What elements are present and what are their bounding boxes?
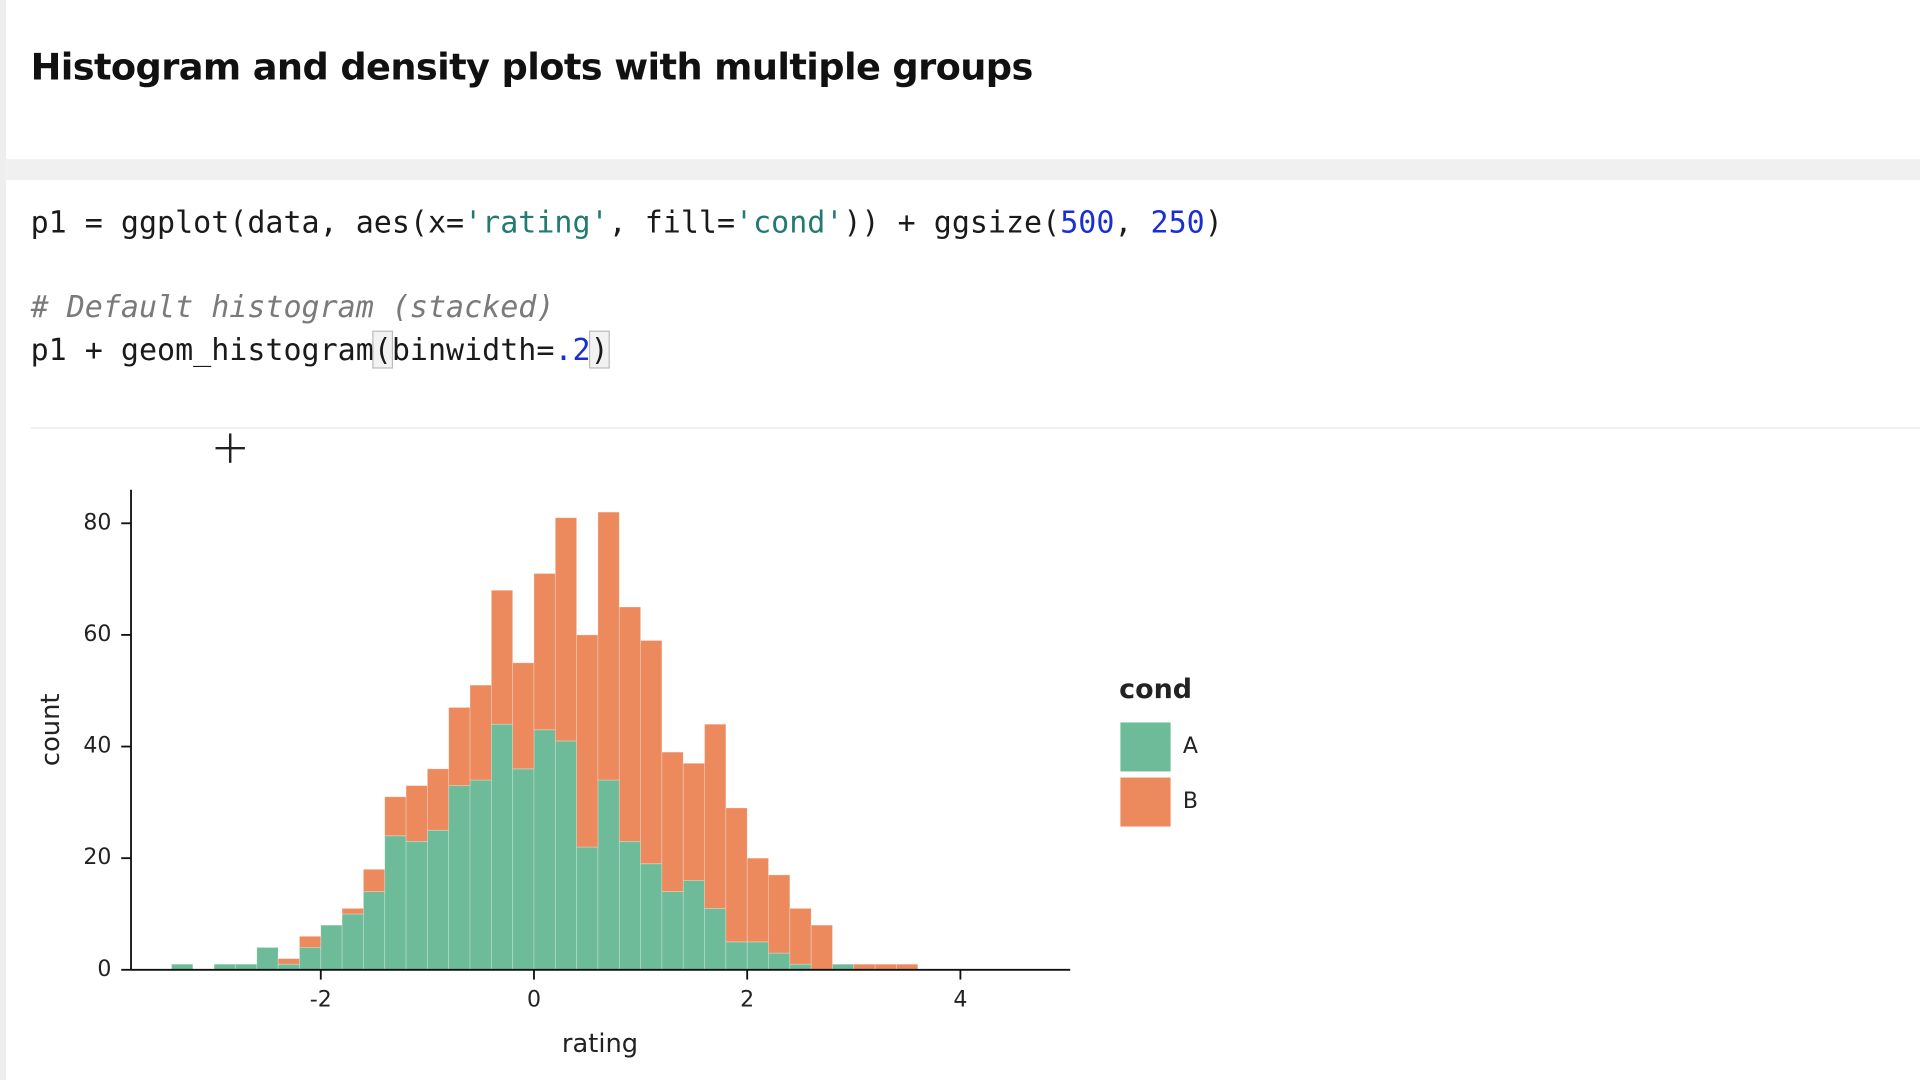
y-tick-label: 0 bbox=[97, 957, 111, 982]
bar bbox=[405, 841, 428, 971]
legend-label: A bbox=[1183, 734, 1198, 759]
bar bbox=[640, 640, 663, 865]
bar bbox=[341, 913, 364, 971]
bar bbox=[299, 935, 322, 948]
bar bbox=[363, 868, 386, 893]
code-line: # Default histogram (stacked) bbox=[31, 285, 1223, 328]
bar bbox=[640, 863, 663, 971]
legend-swatch bbox=[1120, 722, 1171, 772]
bar bbox=[704, 908, 727, 971]
bar bbox=[384, 796, 407, 837]
code-token: p1 = ggplot(data, aes(x= bbox=[30, 204, 465, 241]
bar bbox=[682, 762, 705, 881]
bar bbox=[320, 924, 343, 971]
code-token: ) bbox=[1204, 204, 1223, 241]
code-token: p1 + geom_histogram bbox=[30, 331, 374, 368]
bar bbox=[682, 880, 705, 971]
bar bbox=[427, 829, 450, 971]
bar bbox=[725, 941, 748, 971]
bar bbox=[768, 952, 791, 971]
bar bbox=[725, 807, 748, 943]
x-tick-label: 0 bbox=[527, 987, 541, 1012]
bar bbox=[277, 958, 300, 965]
bar bbox=[533, 573, 556, 731]
code-token: 'cond' bbox=[735, 204, 844, 241]
bar bbox=[554, 740, 577, 971]
bar bbox=[746, 857, 769, 943]
bar bbox=[299, 947, 322, 971]
bar bbox=[363, 891, 386, 971]
cell-strip bbox=[0, 0, 7, 1080]
bar bbox=[469, 684, 492, 781]
bar bbox=[746, 941, 769, 971]
bar bbox=[618, 841, 641, 971]
bar bbox=[512, 768, 535, 971]
x-axis-label: rating bbox=[562, 1029, 638, 1059]
legend-swatch bbox=[1120, 777, 1171, 827]
bar bbox=[810, 924, 833, 971]
code-token: , fill= bbox=[608, 204, 736, 241]
bar bbox=[661, 891, 684, 971]
code-line: p1 + geom_histogram(binwidth=.2) bbox=[31, 328, 1223, 371]
bar bbox=[427, 768, 450, 831]
legend-label: B bbox=[1183, 789, 1198, 814]
bar bbox=[341, 908, 364, 915]
bar bbox=[448, 785, 471, 971]
x-tick-label: 4 bbox=[953, 987, 967, 1012]
bar bbox=[789, 908, 812, 965]
bar bbox=[490, 723, 514, 971]
code-token: )) + ggsize( bbox=[843, 204, 1061, 241]
bar bbox=[512, 662, 535, 770]
code-token: 500 bbox=[1060, 204, 1115, 241]
x-tick-label: -2 bbox=[310, 987, 332, 1012]
y-tick-label: 20 bbox=[83, 845, 111, 870]
y-axis-label: count bbox=[36, 694, 66, 767]
bar bbox=[533, 729, 556, 971]
bar bbox=[490, 589, 514, 725]
bar bbox=[576, 634, 599, 848]
code-token: # Default histogram (stacked) bbox=[30, 288, 555, 325]
bar bbox=[576, 846, 599, 971]
bar bbox=[704, 723, 727, 909]
bar bbox=[618, 606, 641, 842]
cell-gap bbox=[6, 159, 1920, 181]
markdown-title: Histogram and density plots with multipl… bbox=[30, 46, 1034, 90]
code-token: 'rating' bbox=[464, 204, 609, 241]
code-token: binwidth= bbox=[391, 331, 555, 368]
bar bbox=[256, 947, 279, 971]
code-cell[interactable]: p1 = ggplot(data, aes(x='rating', fill='… bbox=[31, 201, 1223, 371]
bar bbox=[405, 785, 428, 842]
bar bbox=[661, 751, 684, 893]
output-separator bbox=[30, 427, 1920, 429]
code-token: 250 bbox=[1150, 204, 1205, 241]
bar bbox=[597, 779, 620, 971]
bar bbox=[768, 874, 791, 954]
y-tick-label: 40 bbox=[83, 734, 111, 759]
bar bbox=[469, 779, 492, 971]
legend-title: cond bbox=[1119, 674, 1192, 705]
code-token: ) bbox=[589, 330, 610, 369]
y-tick-label: 80 bbox=[83, 510, 111, 535]
code-line: p1 = ggplot(data, aes(x='rating', fill='… bbox=[31, 201, 1223, 244]
code-token: ( bbox=[372, 330, 394, 369]
y-tick-label: 60 bbox=[83, 622, 111, 647]
x-tick-label: 2 bbox=[740, 987, 754, 1012]
bar bbox=[554, 517, 577, 742]
code-token: , bbox=[1114, 204, 1151, 241]
code-token: .2 bbox=[554, 331, 591, 368]
bar bbox=[384, 835, 407, 971]
bar bbox=[597, 511, 620, 781]
bar bbox=[448, 707, 471, 786]
